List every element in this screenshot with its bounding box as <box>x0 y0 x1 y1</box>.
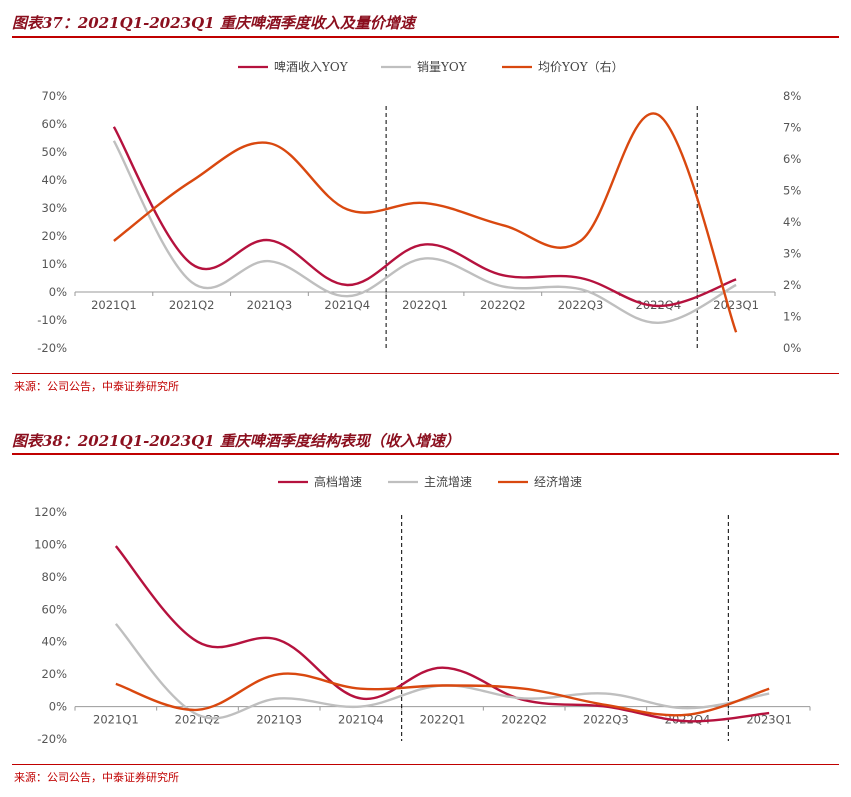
y-tick-label: 0% <box>49 285 67 299</box>
y-tick-label: 80% <box>41 570 67 584</box>
x-tick-label: 2023Q1 <box>746 713 792 727</box>
y2-tick-label: 7% <box>783 121 801 135</box>
figure-38-title: 图表38：2021Q1-2023Q1 重庆啤酒季度结构表现（收入增速） <box>12 432 460 450</box>
figure-37-source: 来源：公司公告，中泰证券研究所 <box>14 380 179 393</box>
chart-37: 啤酒收入YOY 销量YOY 均价YOY（右） 70% 60% 50% 40% 30% 20% 10… <box>37 59 801 355</box>
y-tick-label: 30% <box>41 201 67 215</box>
figure-38-bottom-rule <box>12 764 839 765</box>
y-tick-label: -20% <box>37 341 67 355</box>
x-tick-label: 2021Q1 <box>91 298 137 312</box>
x-tick-label: 2021Q2 <box>169 298 215 312</box>
y-tick-label: 10% <box>41 257 67 271</box>
y2-tick-label: 8% <box>783 89 801 103</box>
x-tick-label: 2021Q3 <box>256 713 302 727</box>
y2-tick-label: 5% <box>783 184 801 198</box>
x-tick-label: 2023Q1 <box>713 298 759 312</box>
x-tick-label: 2022Q2 <box>480 298 526 312</box>
y-tick-label: 70% <box>41 89 67 103</box>
series-line <box>115 672 770 717</box>
y-tick-label: 20% <box>41 229 67 243</box>
y2-tick-label: 3% <box>783 247 801 261</box>
x-tick-label: 2021Q2 <box>175 713 221 727</box>
legend-label: 销量YOY <box>417 60 468 74</box>
figure-38-top-rule <box>12 453 839 455</box>
y2-tick-label: 2% <box>783 278 801 292</box>
x-tick-label: 2021Q4 <box>324 298 370 312</box>
legend-label: 高档增速 <box>314 474 362 489</box>
y-tick-label: -10% <box>37 313 67 327</box>
series-line <box>114 623 770 720</box>
y-tick-label: 60% <box>41 117 67 131</box>
y-tick-label: 40% <box>41 173 67 187</box>
y2-tick-label: 6% <box>783 152 801 166</box>
x-tick-label: 2022Q3 <box>583 713 629 727</box>
y2-tick-label: 4% <box>783 215 801 229</box>
y-tick-label: 20% <box>41 667 67 681</box>
y-tick-label: 60% <box>41 602 67 616</box>
x-tick-label: 2021Q3 <box>247 298 293 312</box>
y-tick-label: 0% <box>49 700 67 714</box>
x-tick-label: 2022Q2 <box>501 713 547 727</box>
y-tick-label: 50% <box>41 145 67 159</box>
chart-38: 高档增速 主流增速 经济增速 120% 100% 80% 60% 40% 20% 0% -20% 20… <box>34 474 811 746</box>
series-line <box>113 112 738 333</box>
legend-label: 经济增速 <box>534 474 582 489</box>
figure-37-title: 图表37：2021Q1-2023Q1 重庆啤酒季度收入及量价增速 <box>12 14 415 32</box>
x-tick-label: 2021Q1 <box>93 713 139 727</box>
series-line <box>112 126 737 308</box>
figure-37-bottom-rule <box>12 373 839 374</box>
y-tick-label: 120% <box>34 505 67 519</box>
y2-tick-label: 0% <box>783 341 801 355</box>
y-tick-label: 100% <box>34 537 67 551</box>
x-tick-label: 2021Q4 <box>338 713 384 727</box>
y2-tick-label: 1% <box>783 310 801 324</box>
legend-label: 啤酒收入YOY <box>274 59 349 74</box>
x-tick-label: 2022Q1 <box>420 713 466 727</box>
figure-38-source: 来源：公司公告，中泰证券研究所 <box>14 771 179 784</box>
series-line <box>112 140 737 325</box>
legend-label: 均价YOY（右） <box>538 59 624 74</box>
legend-label: 主流增速 <box>424 475 472 489</box>
x-tick-label: 2022Q1 <box>402 298 448 312</box>
x-tick-label: 2022Q3 <box>558 298 604 312</box>
series-line <box>114 545 770 723</box>
y-tick-label: -20% <box>37 732 67 746</box>
y-tick-label: 40% <box>41 635 67 649</box>
figure-37-top-rule <box>12 36 839 38</box>
